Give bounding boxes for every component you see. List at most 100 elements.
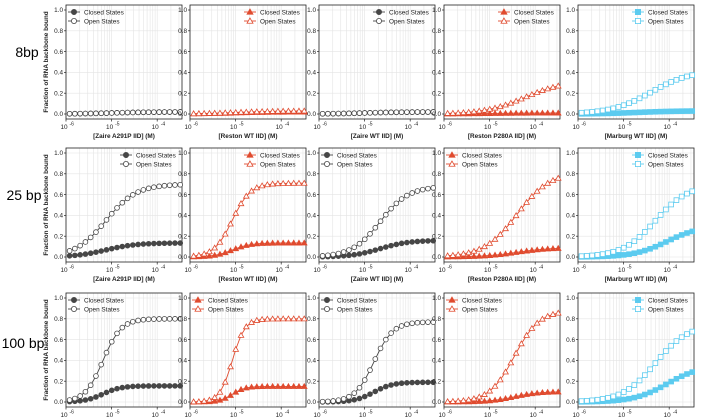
x-tick-label: 10 [572,124,580,131]
data-point [145,109,152,115]
x-tick-label: 10 [60,267,68,274]
y-tick-label: 0.6 [54,337,63,344]
data-point [615,391,622,398]
data-point [486,387,494,394]
data-point [145,316,152,323]
plot-frame [443,292,561,408]
data-point [652,108,659,115]
data-point [398,323,405,329]
data-point [367,391,373,397]
data-point [119,243,126,250]
data-point [258,182,266,189]
data-point [430,319,437,325]
chart-panel-1-5: 0.00.20.40.60.81.010 -6 10 -5 10 -4[Marburg W… [566,4,696,140]
legend-marker-open [71,305,78,312]
data-point [459,250,467,257]
y-axis-label: Fraction of RNA backbone bound [43,11,50,112]
data-point [678,334,685,341]
series-open [444,309,562,405]
plot-frame [189,4,307,120]
data-point [512,349,520,356]
data-point [72,110,78,117]
data-point [140,187,147,193]
data-point [361,250,368,256]
y-tick-label: 0.2 [566,233,575,240]
data-point [253,184,261,191]
x-tick-exponent: -5 [493,122,498,128]
legend-label-open: Open States [208,306,244,313]
data-point [177,316,184,322]
legend: Closed States Open States [321,296,377,313]
data-point [77,398,83,404]
data-point [657,108,664,115]
x-tick-exponent: -5 [239,122,244,128]
data-point [523,93,531,100]
legend: Closed States Open States [632,8,688,25]
data-point [554,82,562,89]
data-point [351,251,358,258]
y-tick-label: 0.6 [178,337,187,344]
data-point [507,359,515,366]
data-point [657,84,664,90]
y-tick-label: 1.0 [54,7,63,14]
data-point [248,383,256,390]
legend-marker-closed [71,8,78,15]
legend-marker-open [635,160,642,167]
y-tick-label: 1.0 [54,295,63,302]
data-point [673,108,680,115]
data-point [93,249,99,255]
x-tick-label: 10 [313,267,321,274]
legend-label-closed: Closed States [208,297,248,304]
data-point [284,179,292,186]
x-tick-exponent: -5 [115,122,120,128]
data-point [657,384,664,391]
y-tick-label: 0.4 [54,70,63,77]
data-point [161,383,168,389]
data-point [430,109,437,115]
data-point [335,110,342,117]
x-tick-label: 10 [359,124,367,131]
data-point [678,75,685,81]
x-tick-exponent: -5 [368,265,373,271]
series-open [319,319,437,405]
data-point [130,192,136,198]
data-point [172,383,178,389]
data-point [335,397,342,403]
data-point [496,109,504,116]
data-point [263,107,271,114]
data-point [620,252,627,258]
data-point [554,109,562,116]
x-tick-exponent: -5 [627,265,632,271]
data-point [481,252,488,259]
y-tick-label: 1.0 [54,150,63,157]
x-tick-exponent: -5 [368,122,373,128]
x-tick-exponent: -6 [323,265,328,271]
legend-marker-open [194,305,202,312]
data-point [232,245,240,252]
y-tick-label: 1.0 [178,7,187,14]
data-point [335,250,342,257]
y-tick-label: 0.0 [178,399,187,406]
data-point [300,107,308,114]
data-point [114,385,120,392]
legend-marker-open [123,160,130,167]
x-tick-exponent: -4 [285,265,290,271]
chart-panel-2-3: 0.00.20.40.60.81.010 -6 10 -5 10 -4[Zaire WT … [307,147,437,283]
legend-marker-closed [246,151,254,158]
data-point [398,380,405,387]
data-point [689,369,696,375]
x-tick-exponent: -6 [70,122,75,128]
series-closed [66,240,184,259]
legend-marker-open [246,160,254,167]
y-tick-label: 0.4 [178,213,187,220]
x-tick-label: 10 [60,124,68,131]
data-point [668,236,674,243]
data-point [647,223,653,230]
data-point [156,383,162,389]
data-point [290,107,298,114]
data-point [578,109,585,116]
x-tick-exponent: -4 [539,410,544,416]
data-point [626,109,632,116]
data-point [517,109,525,116]
data-point [425,109,431,115]
